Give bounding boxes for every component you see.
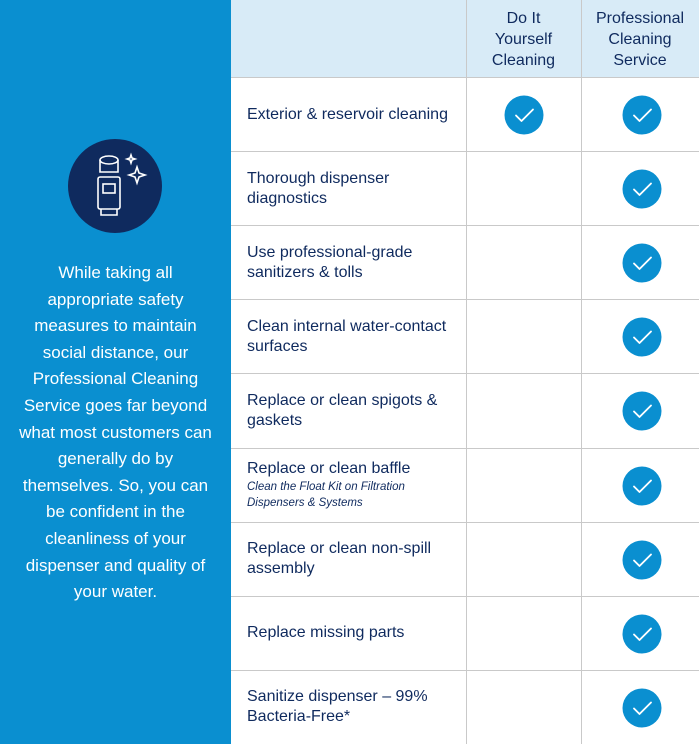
- check-icon: [622, 243, 662, 283]
- side-panel: While taking all appropriate safety meas…: [0, 0, 231, 744]
- column-header: Professional Cleaning Service: [595, 10, 685, 69]
- row-title: Clean internal water-contact surfaces: [247, 317, 447, 355]
- row-note: Clean the Float Kit on Filtration Dispen…: [247, 481, 405, 510]
- table-row: Replace or clean spigots & gaskets: [231, 373, 699, 447]
- row-label: Use professional-grade sanitizers & toll…: [247, 243, 457, 283]
- table-row: Exterior & reservoir cleaning: [231, 77, 699, 151]
- check-icon: [622, 688, 662, 728]
- check-icon: [622, 317, 662, 357]
- table-header: Do It Yourself Cleaning Professional Clea…: [231, 0, 699, 77]
- check-icon: [622, 95, 662, 135]
- check-icon: [622, 169, 662, 209]
- cooler-icon: [68, 139, 162, 233]
- table-row: Clean internal water-contact surfaces: [231, 299, 699, 373]
- row-title: Thorough dispenser diagnostics: [247, 169, 390, 207]
- row-label: Clean internal water-contact surfaces: [247, 317, 457, 357]
- row-title: Replace missing parts: [247, 624, 405, 642]
- row-label: Replace or clean non-spill assembly: [247, 539, 457, 579]
- table-row: Replace or clean baffle Clean the Float K…: [231, 447, 699, 522]
- row-title: Replace or clean baffle: [247, 460, 411, 478]
- table-row: Use professional-grade sanitizers & toll…: [231, 225, 699, 299]
- row-label: Sanitize dispenser – 99% Bacteria-Free*: [247, 687, 457, 727]
- intro-text: While taking all appropriate safety meas…: [19, 263, 212, 602]
- column-divider: [466, 0, 467, 744]
- table-row: Thorough dispenser diagnostics: [231, 151, 699, 225]
- row-label: Replace missing parts: [247, 623, 457, 643]
- check-icon: [622, 391, 662, 431]
- row-title: Replace or clean spigots & gaskets: [247, 391, 438, 429]
- check-icon: [504, 95, 544, 135]
- check-icon: [622, 614, 662, 654]
- row-title: Use professional-grade sanitizers & toll…: [247, 243, 413, 281]
- row-title: Sanitize dispenser – 99% Bacteria-Free*: [247, 688, 428, 726]
- check-icon: [622, 540, 662, 580]
- check-icon: [622, 466, 662, 506]
- table-row: Sanitize dispenser – 99% Bacteria-Free*: [231, 669, 699, 744]
- row-title: Exterior & reservoir cleaning: [247, 105, 448, 123]
- row-label: Replace or clean spigots & gaskets: [247, 391, 457, 431]
- column-divider: [581, 0, 582, 744]
- row-label: Replace or clean baffle Clean the Float K…: [247, 459, 457, 511]
- column-header: Do It Yourself Cleaning: [491, 10, 556, 69]
- row-label: Exterior & reservoir cleaning: [247, 105, 457, 125]
- table-row: Replace missing parts: [231, 595, 699, 670]
- table-row: Replace or clean non-spill assembly: [231, 521, 699, 596]
- row-title: Replace or clean non-spill assembly: [247, 540, 432, 578]
- row-label: Thorough dispenser diagnostics: [247, 169, 457, 209]
